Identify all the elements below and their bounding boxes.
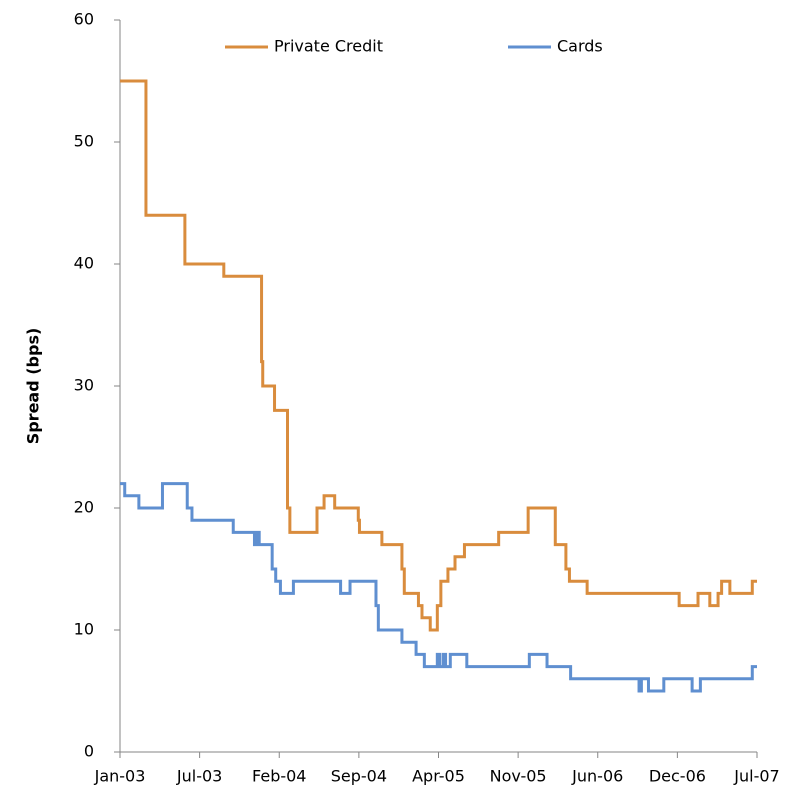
x-tick-label: Dec-06: [649, 767, 706, 786]
x-tick-label: Jan-03: [94, 767, 146, 786]
legend-label: Cards: [557, 37, 603, 56]
x-tick-label: Feb-04: [252, 767, 306, 786]
y-axis-title: Spread (bps): [24, 328, 43, 445]
x-tick-label: Jul-03: [176, 767, 222, 786]
y-tick-label: 0: [84, 742, 94, 761]
x-tick-label: Nov-05: [490, 767, 547, 786]
y-tick-label: 10: [74, 620, 94, 639]
x-tick-label: Jul-07: [733, 767, 779, 786]
series-line: [120, 79, 757, 632]
y-tick-label: 60: [74, 10, 94, 29]
legend-label: Private Credit: [274, 37, 383, 56]
y-tick-label: 30: [74, 376, 94, 395]
x-tick-label: Sep-04: [331, 767, 387, 786]
y-tick-label: 40: [74, 254, 94, 273]
x-tick-label: Jun-06: [571, 767, 623, 786]
y-tick-label: 50: [74, 132, 94, 151]
x-tick-label: Apr-05: [412, 767, 465, 786]
y-tick-label: 20: [74, 498, 94, 517]
series-line: [120, 482, 757, 693]
